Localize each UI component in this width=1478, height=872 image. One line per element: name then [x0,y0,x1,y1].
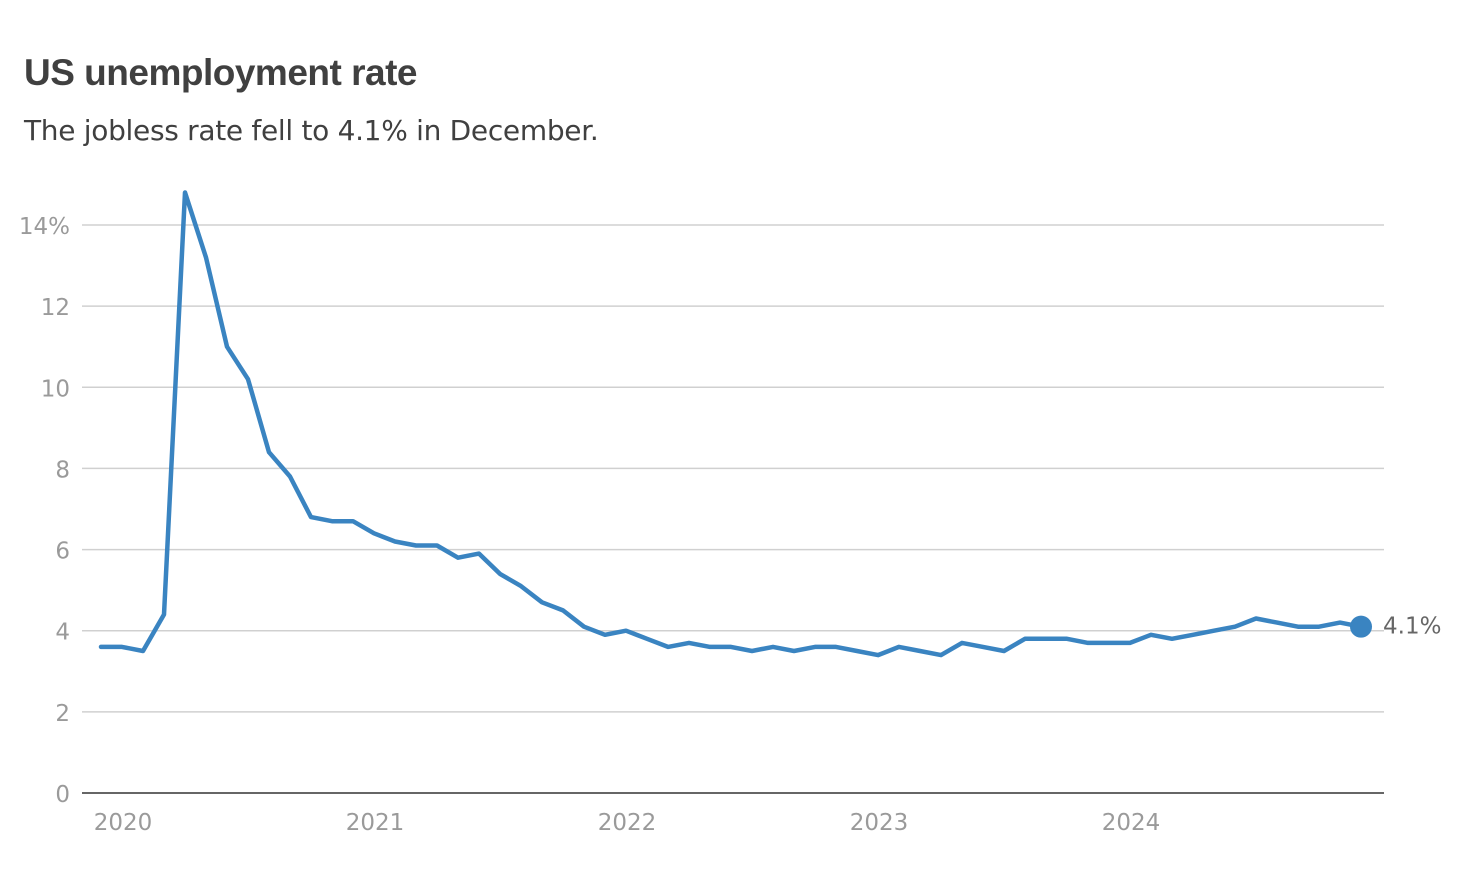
y-tick-label: 0 [55,782,70,808]
x-tick-label: 2020 [94,810,153,836]
x-tick-label: 2023 [850,810,909,836]
series-group [98,190,1364,658]
x-tick-label: 2021 [346,810,405,836]
y-tick-label: 2 [55,701,70,727]
x-axis-tick-labels: 2020 2021 2022 2023 2024 [94,810,1161,836]
y-tick-label: 12 [41,295,70,321]
y-tick-label: 10 [41,376,70,402]
x-tick-label: 2022 [598,810,657,836]
x-tick-label: 2024 [1102,810,1161,836]
y-tick-label: 4 [55,620,70,646]
end-point-marker [1350,615,1372,638]
chart-subtitle: The jobless rate fell to 4.1% in Decembe… [24,114,599,147]
y-tick-label: 6 [55,539,70,565]
y-tick-label: 14% [19,214,70,240]
y-axis-tick-labels: 0 2 4 6 8 10 12 14% [19,214,70,808]
y-tick-label: 8 [55,457,70,483]
gridlines [82,224,1384,713]
chart-title: US unemployment rate [24,52,417,93]
end-value-label: 4.1% [1383,614,1441,640]
series-line [98,190,1364,658]
end-marker-group: 4.1% [1350,614,1441,640]
